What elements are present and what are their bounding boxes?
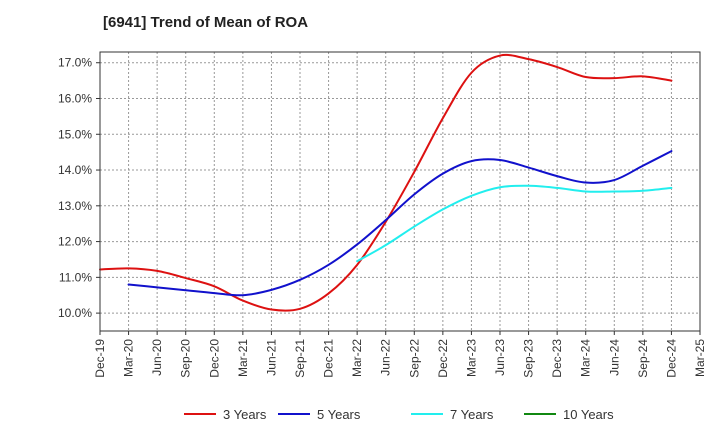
x-axis-ticks: Dec-19 Mar-20 Jun-20 Sep-20 Dec-20 Mar-21 Jun-… — [93, 331, 707, 378]
legend-label: 10 Years — [563, 407, 614, 422]
y-tick-label: 13.0% — [58, 199, 92, 213]
chart-title: [6941] Trend of Mean of ROA — [103, 14, 309, 31]
x-tick-label: Sep-22 — [407, 339, 421, 378]
grid-lines — [100, 52, 700, 331]
y-axis-ticks: 10.0% 11.0% 12.0% 13.0% 14.0% 15.0% 16.0% 17.0% — [58, 56, 100, 320]
series-line-1 — [99, 53, 673, 312]
x-tick-label: Mar-21 — [236, 339, 250, 377]
x-tick-label: Mar-23 — [464, 339, 478, 377]
x-tick-label: Jun-22 — [379, 339, 393, 376]
y-tick-label: 10.0% — [58, 306, 92, 320]
x-tick-label: Mar-25 — [693, 339, 707, 377]
legend-label: 7 Years — [450, 407, 494, 422]
x-tick-label: Dec-19 — [93, 339, 107, 378]
y-tick-label: 12.0% — [58, 235, 92, 249]
y-tick-label: 11.0% — [59, 270, 92, 284]
x-tick-label: Sep-24 — [636, 339, 650, 378]
y-tick-label: 17.0% — [58, 56, 92, 70]
series-line-3 — [356, 184, 673, 263]
x-tick-label: Mar-24 — [579, 339, 593, 377]
x-tick-label: Mar-20 — [122, 339, 136, 377]
plot-frame — [99, 51, 701, 332]
x-tick-label: Dec-21 — [322, 339, 336, 378]
x-tick-label: Jun-23 — [493, 339, 507, 376]
series-lines — [99, 53, 673, 312]
y-tick-label: 14.0% — [58, 163, 92, 177]
x-tick-label: Jun-21 — [264, 339, 278, 376]
legend: 3 Years 5 Years 7 Years 10 Years — [184, 407, 614, 422]
x-tick-label: Dec-24 — [664, 339, 678, 378]
legend-label: 5 Years — [317, 407, 361, 422]
x-tick-label: Jun-20 — [150, 339, 164, 376]
x-tick-label: Sep-20 — [179, 339, 193, 378]
legend-label: 3 Years — [223, 407, 267, 422]
y-tick-label: 15.0% — [58, 127, 92, 141]
x-tick-label: Dec-22 — [436, 339, 450, 378]
x-tick-label: Dec-20 — [207, 339, 221, 378]
x-tick-label: Jun-24 — [607, 339, 621, 376]
series-line-2 — [127, 150, 673, 297]
x-tick-label: Sep-23 — [522, 339, 536, 378]
x-tick-label: Mar-22 — [350, 339, 364, 377]
x-tick-label: Dec-23 — [550, 339, 564, 378]
x-tick-label: Sep-21 — [293, 339, 307, 378]
y-tick-label: 16.0% — [58, 92, 92, 106]
